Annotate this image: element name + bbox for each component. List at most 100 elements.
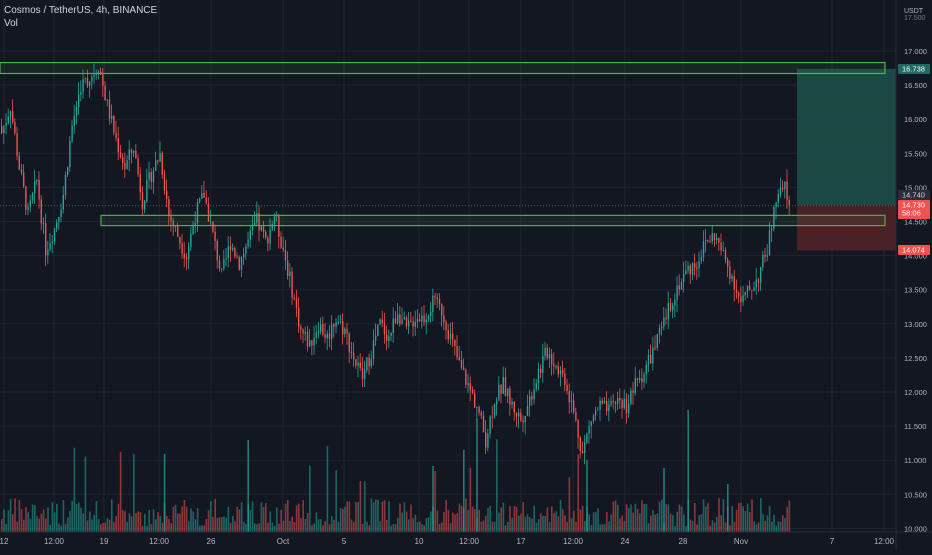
candle	[372, 340, 375, 359]
volume-bar	[586, 460, 588, 532]
candle	[36, 179, 38, 182]
price-tick: 10.000	[904, 524, 927, 533]
volume-bar	[628, 508, 630, 532]
candle	[696, 267, 698, 269]
volume-bar	[740, 502, 742, 532]
volume-bar	[513, 506, 516, 532]
candle	[742, 295, 744, 303]
volume-bar	[386, 519, 388, 532]
volume-bar	[623, 520, 626, 532]
candle	[419, 319, 421, 322]
candle	[267, 237, 269, 244]
candle	[249, 230, 251, 240]
volume-bar	[502, 502, 505, 532]
candle	[590, 421, 592, 427]
candle	[245, 246, 247, 254]
volume-bar	[97, 518, 100, 532]
volume-bar	[300, 517, 302, 532]
candle	[188, 246, 190, 259]
volume-bar	[463, 450, 465, 532]
volume-bar	[414, 514, 417, 532]
candle	[683, 273, 685, 283]
candle	[106, 99, 108, 101]
candle	[273, 216, 276, 225]
candle	[733, 276, 735, 290]
candle	[784, 181, 786, 190]
volume-bar	[183, 499, 186, 532]
position-profit-area	[797, 68, 896, 206]
volume-bar	[339, 507, 342, 532]
volume-bar	[159, 516, 161, 532]
volume-bar	[210, 501, 212, 532]
volume-bar	[562, 509, 564, 532]
candle	[399, 314, 401, 324]
candle	[441, 303, 443, 316]
volume-bar	[177, 513, 179, 532]
volume-bar	[144, 513, 146, 532]
candle	[12, 111, 14, 122]
candle	[293, 297, 295, 299]
candle	[34, 181, 36, 194]
candle	[113, 116, 115, 133]
volume-bar	[31, 504, 34, 532]
volume-bar	[617, 504, 619, 532]
candle	[599, 400, 601, 410]
volume-bar	[509, 506, 511, 532]
volume-bar	[742, 506, 744, 532]
candle	[260, 226, 262, 231]
volume-bar	[399, 503, 401, 532]
volume-bar	[744, 510, 747, 532]
candle	[777, 194, 779, 203]
candle	[388, 336, 390, 342]
price-tick: 15.000	[904, 183, 927, 192]
candle	[320, 324, 322, 332]
candle	[542, 355, 544, 373]
candle	[152, 170, 155, 182]
candle	[628, 403, 630, 414]
candle	[210, 221, 212, 223]
volume-bar	[474, 508, 476, 532]
candle	[207, 203, 210, 222]
volume-bar	[23, 519, 25, 532]
volume-bar	[190, 508, 192, 532]
volume-bar	[315, 512, 318, 532]
volume-bar	[196, 508, 199, 532]
candle	[392, 318, 394, 333]
candle	[438, 299, 441, 304]
volume-bar	[181, 506, 183, 532]
candle	[502, 377, 504, 394]
volume-bar	[555, 511, 557, 532]
candle	[93, 74, 95, 77]
candle	[265, 231, 267, 238]
volume-bar	[313, 523, 315, 532]
volume-bar	[680, 506, 683, 532]
candle	[579, 437, 581, 452]
volume-bar	[524, 516, 527, 532]
candle	[139, 174, 141, 193]
volume-bar	[782, 515, 784, 532]
volume-bar	[56, 503, 58, 532]
candle	[788, 200, 790, 206]
candle	[727, 259, 729, 267]
volume-bar	[333, 519, 335, 532]
volume-bar	[654, 514, 656, 532]
volume-bar	[421, 524, 423, 532]
volume-bar	[764, 521, 766, 532]
candle	[720, 242, 722, 251]
stop-price-tag: 14.074	[898, 245, 930, 255]
candle	[647, 354, 650, 365]
volume-bar	[559, 499, 562, 532]
candle	[71, 125, 73, 142]
candle	[73, 115, 75, 126]
volume-bar	[667, 504, 670, 532]
candle	[234, 248, 236, 257]
volume-bar	[355, 501, 357, 532]
candle	[174, 226, 177, 228]
volume-bar	[709, 525, 711, 532]
candle	[3, 125, 5, 134]
volume-bar	[42, 509, 45, 532]
volume-bar	[610, 514, 612, 532]
candle	[282, 247, 284, 250]
